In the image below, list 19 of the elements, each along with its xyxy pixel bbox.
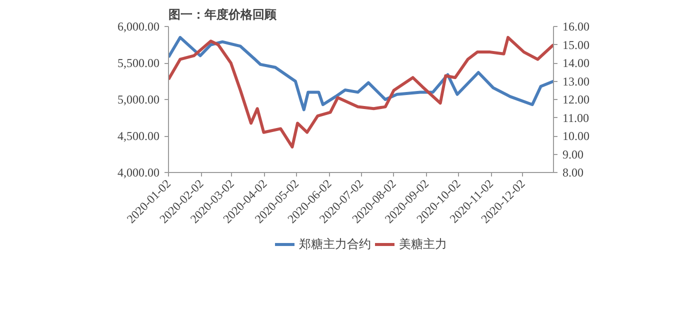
- legend-label: 郑糖主力合约: [299, 236, 371, 252]
- y2-tick-label: 11.00: [562, 110, 590, 125]
- y-tick-label: 4,500.00: [118, 129, 160, 143]
- y2-tick-label: 10.00: [562, 129, 590, 143]
- y2-tick-label: 13.00: [562, 74, 590, 88]
- y-tick-label: 5,500.00: [118, 56, 160, 70]
- y2-tick-label: 8.00: [562, 166, 584, 180]
- y2-tick-label: 9.00: [562, 147, 584, 162]
- y-tick-label: 5,000.00: [118, 92, 160, 106]
- y-tick-label: 4,000.00: [118, 166, 160, 180]
- line-series: [168, 36, 554, 148]
- y2-tick-label: 15.00: [562, 38, 590, 52]
- y2-tick-label: 14.00: [562, 56, 590, 70]
- y2-tick-label: 12.00: [562, 92, 590, 106]
- chart-title: 图一：年度价格回顾: [168, 8, 278, 22]
- y2-tick-label: 16.00: [562, 20, 590, 34]
- line-series: [168, 36, 554, 112]
- y-tick-label: 6,000.00: [118, 20, 160, 34]
- legend-label: 美糖主力: [399, 236, 447, 252]
